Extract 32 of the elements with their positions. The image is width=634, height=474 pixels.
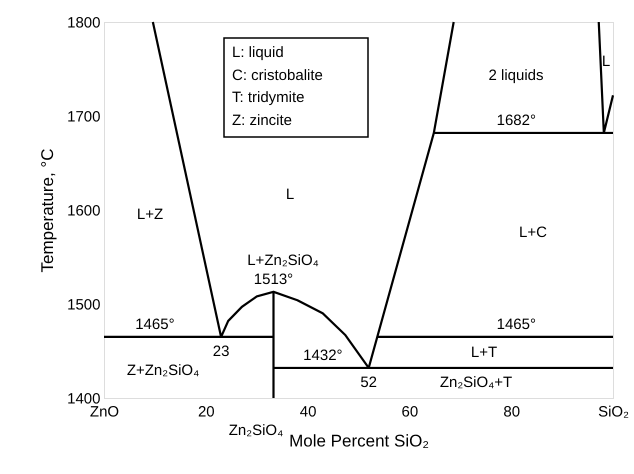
annotation: L+T	[470, 344, 498, 361]
annotation: C: cristobalite	[232, 67, 323, 84]
annotation: 2 liquids	[488, 67, 544, 84]
annotation: Z+Zn₂SiO₄	[126, 362, 200, 379]
y-tick-label: 1800	[67, 14, 100, 32]
annotation: 1432°	[303, 346, 343, 364]
annotation: 23	[212, 342, 230, 360]
x-tick-label: 60	[402, 404, 418, 420]
x-tick-label: 80	[503, 404, 520, 420]
annotation: L	[602, 53, 610, 70]
annotation: L+C	[519, 224, 548, 241]
text: Zn₂SiO₄	[228, 422, 284, 439]
annotation: Z: zincite	[232, 112, 292, 129]
y-tick-label: 1600	[67, 202, 100, 220]
y-tick-label: 1700	[67, 108, 100, 126]
y-axis-title: Temperature, °C	[38, 148, 58, 272]
annotation: 1465°	[496, 316, 536, 333]
annotation: Zn₂SiO₄+T	[440, 374, 512, 391]
annotation: 1682°	[496, 112, 536, 129]
annotation: L+Zn₂SiO₄	[247, 252, 319, 269]
annotation: 1465°	[135, 316, 175, 333]
x-axis-title: Mole Percent SiO₂	[289, 432, 429, 450]
y-tick-label: 1500	[67, 296, 100, 314]
annotation: T: tridymite	[232, 89, 305, 106]
x-tick-label: 40	[300, 404, 316, 420]
annotation: 1513°	[254, 270, 294, 288]
x-tick-label: 20	[198, 404, 215, 420]
annotation: L	[286, 186, 294, 203]
annotation: L: liquid	[232, 44, 284, 61]
annotation: L+Z	[136, 206, 164, 223]
x-tick-label: SiO₂	[598, 404, 630, 420]
annotation: 52	[360, 374, 378, 391]
